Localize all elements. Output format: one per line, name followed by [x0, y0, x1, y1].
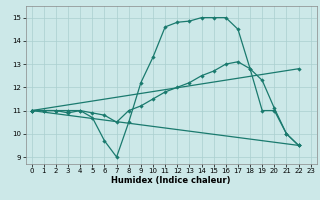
X-axis label: Humidex (Indice chaleur): Humidex (Indice chaleur) — [111, 176, 231, 185]
